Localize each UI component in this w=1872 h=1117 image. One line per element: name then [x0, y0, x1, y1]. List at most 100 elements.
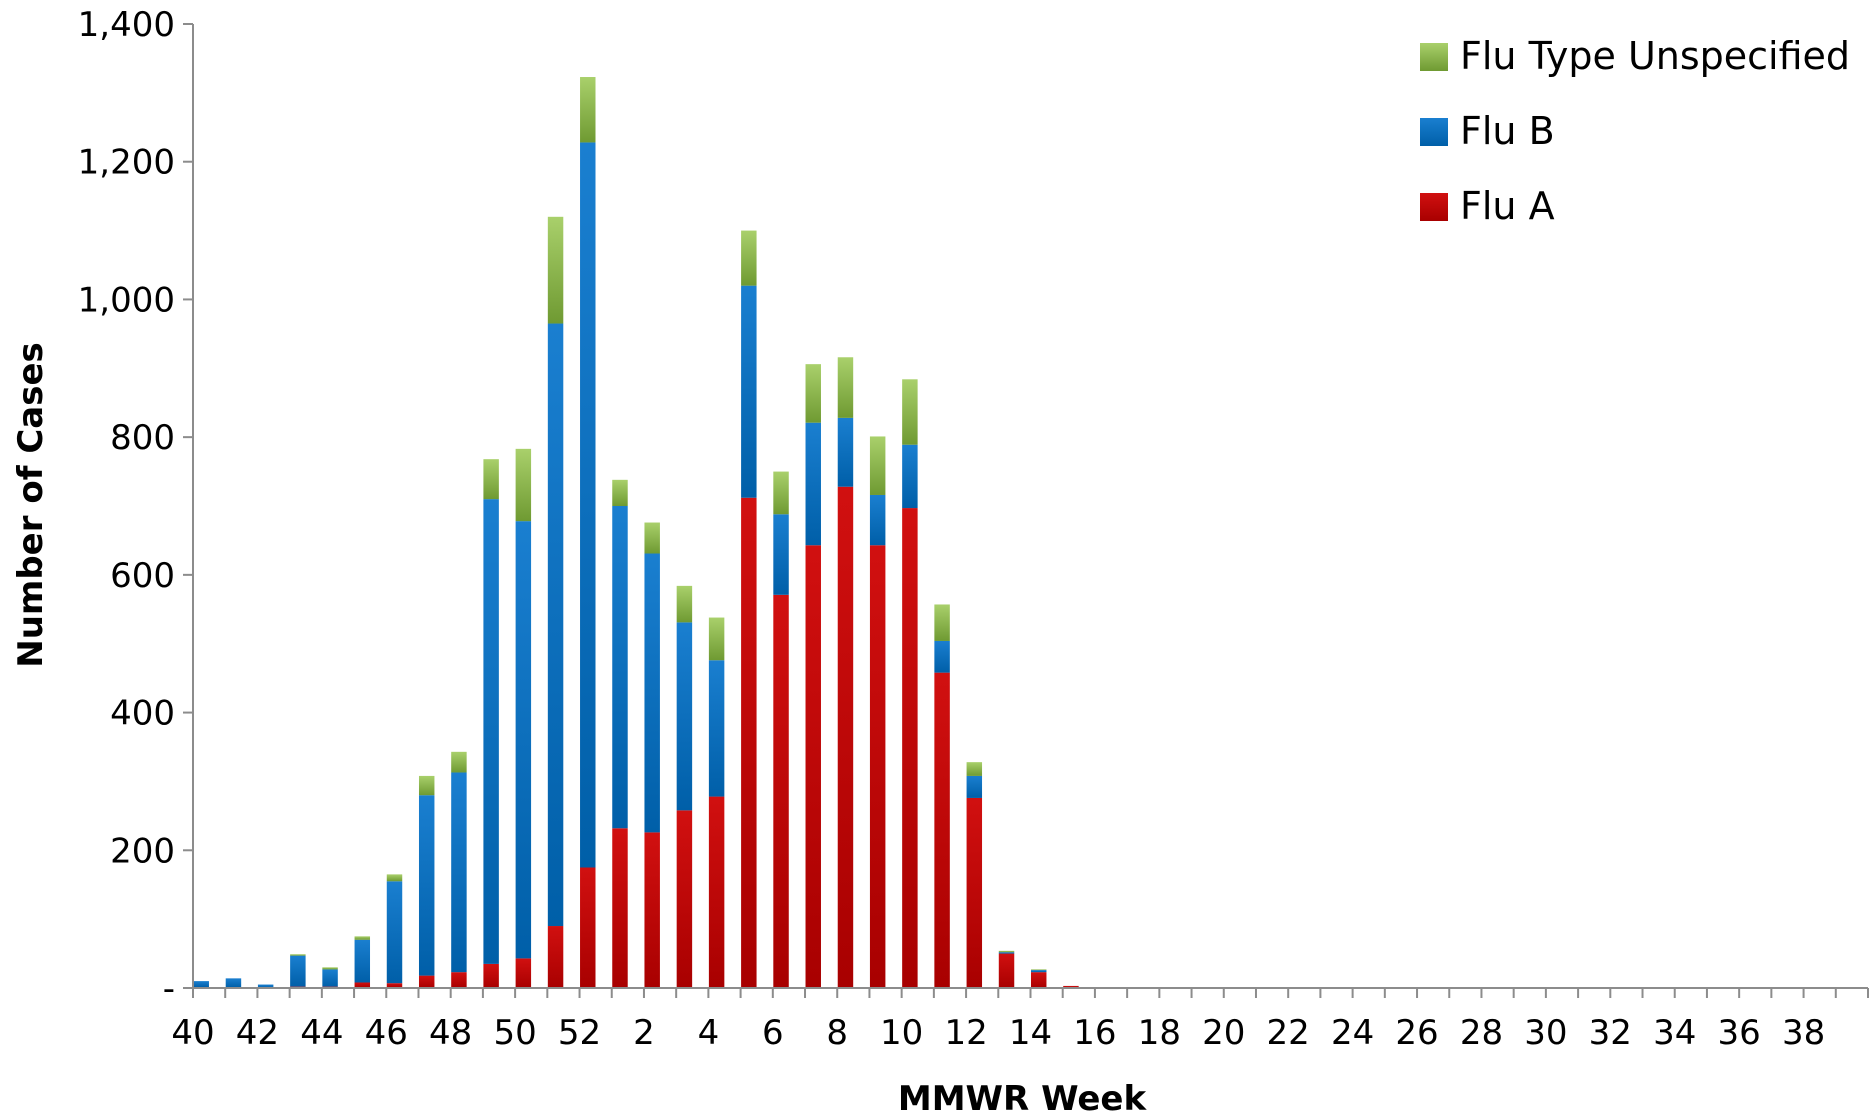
bar-segment-flu-a [998, 953, 1015, 988]
bar-segment-flu-b [869, 494, 886, 546]
x-tick-label: 32 [1589, 1013, 1632, 1053]
axes-group [192, 24, 1868, 989]
bar-segment-flu-a [902, 508, 918, 988]
bar-segment-flu-b [225, 978, 242, 988]
bar-segment-flu-b [837, 417, 854, 487]
bar-segment-flu-type-unspecified [483, 459, 499, 500]
x-tick-label: 16 [1073, 1013, 1116, 1053]
legend-label-flu-a: Flu A [1460, 184, 1555, 228]
legend: Flu Type Unspecified Flu B Flu A [1420, 34, 1850, 228]
y-ticks-group: - 200 400 600 800 1,000 1,200 1,400 [78, 5, 193, 1009]
legend-label-flu-type-unspecified: Flu Type Unspecified [1460, 34, 1850, 78]
bar-segment-flu-b [902, 444, 918, 509]
x-tick-label: 46 [365, 1013, 408, 1053]
x-tick-label: 14 [1009, 1013, 1052, 1053]
x-tick-label: 48 [429, 1013, 472, 1053]
x-tick-label: 22 [1267, 1013, 1310, 1053]
bar-segment-flu-b [773, 514, 789, 595]
bar-segment-flu-b [547, 323, 564, 927]
bar-segment-flu-a [515, 958, 532, 988]
bar-segment-flu-a [708, 796, 725, 988]
bar-segment-flu-a [644, 832, 660, 988]
x-tick-label: 2 [633, 1013, 655, 1053]
bar-segment-flu-type-unspecified [966, 762, 983, 776]
bar-segment-flu-b [451, 772, 467, 973]
bar-segment-flu-b [515, 521, 532, 959]
bar-segment-flu-type-unspecified [386, 874, 403, 882]
bar-segment-flu-a [1063, 985, 1079, 988]
x-tick-label: 30 [1524, 1013, 1567, 1053]
x-tick-label: 44 [300, 1013, 343, 1053]
bar-segment-flu-type-unspecified [644, 522, 660, 554]
bar-segment-flu-type-unspecified [934, 604, 950, 641]
bar-segment-flu-a [354, 982, 371, 988]
x-tick-label: 20 [1202, 1013, 1245, 1053]
y-tick-label: 1,400 [78, 5, 175, 45]
bar-segment-flu-b [676, 622, 693, 811]
bar-segment-flu-type-unspecified [322, 967, 338, 970]
y-tick-label: 800 [110, 418, 175, 458]
x-tick-label: 28 [1460, 1013, 1503, 1053]
legend-label-flu-b: Flu B [1460, 109, 1555, 153]
bar-segment-flu-a [741, 497, 757, 988]
bar-segment-flu-b [322, 969, 338, 987]
legend-swatch-flu-type-unspecified [1420, 43, 1448, 71]
x-tick-label: 4 [698, 1013, 720, 1053]
bar-segment-flu-a [580, 867, 596, 988]
bar-segment-flu-a [773, 594, 789, 988]
bar-segment-flu-b [483, 499, 499, 964]
bar-segment-flu-type-unspecified [580, 77, 596, 143]
bar-segment-flu-a [676, 810, 693, 988]
bar-segment-flu-type-unspecified [869, 436, 886, 495]
bar-segment-flu-type-unspecified [902, 379, 918, 445]
legend-swatch-flu-a [1420, 193, 1448, 221]
x-ticks-group: 40 42 44 46 48 50 52 2 4 6 8 10 12 14 16 18 20 22 24 26 28 30… [171, 988, 1869, 1053]
bar-segment-flu-a [966, 797, 983, 988]
bar-segment-flu-type-unspecified [773, 471, 789, 515]
bar-segment-flu-type-unspecified [290, 954, 306, 956]
bar-segment-flu-b [386, 881, 403, 984]
bar-segment-flu-b [934, 640, 950, 673]
bar-segment-flu-type-unspecified [515, 448, 532, 522]
bar-segment-flu-b [257, 984, 274, 988]
y-tick-label: 400 [110, 694, 175, 734]
bar-segment-flu-b [580, 142, 596, 868]
y-axis-title: Number of Cases [11, 342, 51, 668]
x-axis-title: MMWR Week [898, 1079, 1148, 1117]
bar-segment-flu-type-unspecified [805, 364, 821, 423]
x-tick-label: 18 [1138, 1013, 1181, 1053]
bar-segment-flu-type-unspecified [676, 585, 693, 623]
bar-segment-flu-b [354, 939, 371, 983]
bar-segment-flu-a [1031, 972, 1047, 988]
legend-swatch-flu-b [1420, 118, 1448, 146]
bar-segment-flu-b [998, 952, 1015, 954]
bar-segment-flu-a [451, 972, 467, 988]
bar-segment-flu-b [1031, 970, 1047, 973]
bar-segment-flu-b [741, 285, 757, 498]
bar-segment-flu-b [418, 795, 435, 976]
bar-segment-flu-type-unspecified [837, 357, 854, 418]
x-tick-label: 42 [236, 1013, 279, 1053]
x-tick-label: 8 [826, 1013, 848, 1053]
x-tick-label: 24 [1331, 1013, 1374, 1053]
bar-segment-flu-a [837, 486, 854, 988]
bar-segment-flu-type-unspecified [708, 617, 725, 661]
bar-segment-flu-type-unspecified [1031, 969, 1047, 971]
x-tick-label: 38 [1782, 1013, 1825, 1053]
bar-segment-flu-a [934, 672, 950, 988]
x-tick-label: 50 [493, 1013, 536, 1053]
bar-segment-flu-type-unspecified [547, 216, 564, 324]
bar-segment-flu-type-unspecified [998, 950, 1015, 953]
bar-segment-flu-b [612, 506, 628, 829]
x-tick-label: 10 [880, 1013, 923, 1053]
bar-segment-flu-b [290, 955, 306, 987]
y-tick-label: 1,000 [78, 280, 175, 320]
bar-segment-flu-b [805, 422, 821, 546]
bar-segment-flu-b [644, 553, 660, 833]
y-tick-label: 600 [110, 556, 175, 596]
bar-segment-flu-b [193, 981, 209, 988]
x-tick-label: 40 [171, 1013, 214, 1053]
x-tick-label: 36 [1718, 1013, 1761, 1053]
